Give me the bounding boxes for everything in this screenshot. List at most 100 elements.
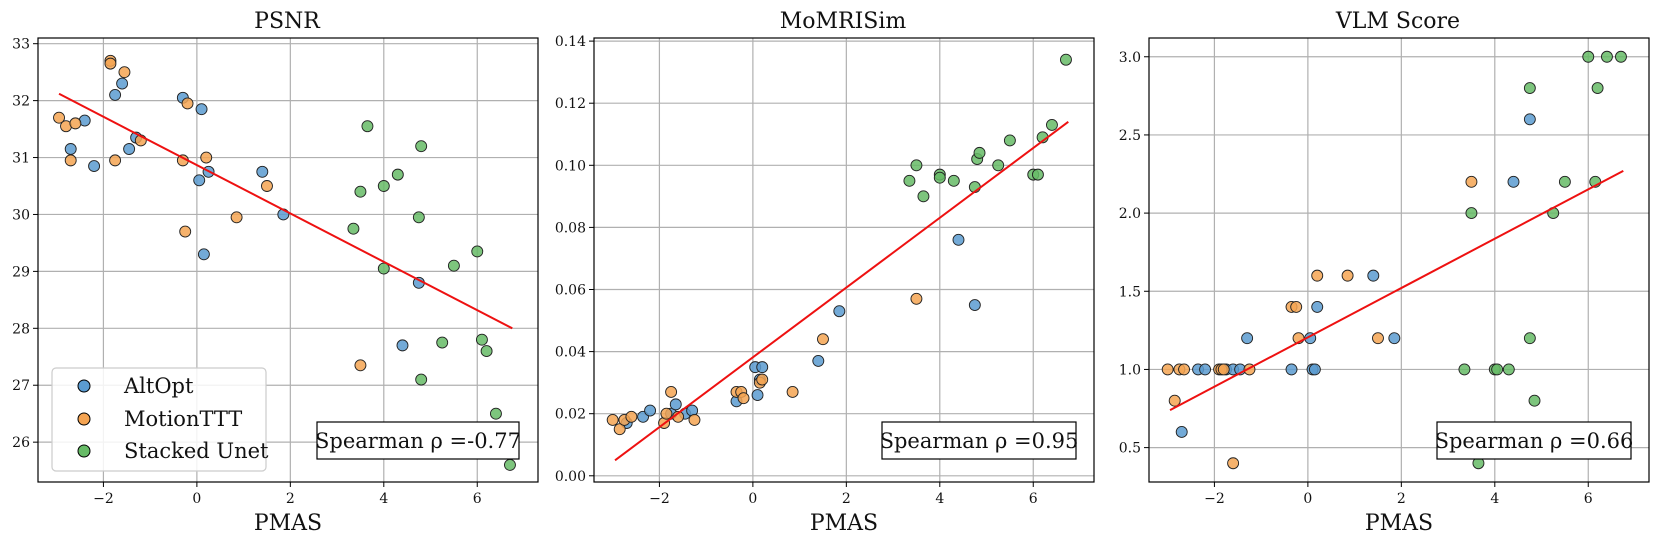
data-point-altopt	[1311, 300, 1324, 313]
data-point-motionttt	[786, 386, 799, 398]
x-tick-label: 6	[473, 491, 482, 507]
data-point-motionttt	[1465, 175, 1478, 188]
x-tick-label: 6	[1029, 491, 1038, 507]
data-point-motionttt	[200, 151, 213, 164]
y-tick-label: 29	[12, 264, 30, 280]
y-tick-label: 0.14	[555, 34, 586, 50]
x-axis-label: PMAS	[810, 511, 878, 536]
data-point-altopt	[669, 398, 682, 411]
x-tick-label: −2	[93, 491, 114, 507]
data-point-motionttt	[354, 359, 367, 372]
data-point-stacked-unet	[391, 168, 404, 181]
spearman-annotation: Spearman ρ =0.95	[880, 429, 1079, 453]
y-tick-label: 28	[12, 321, 30, 337]
data-point-motionttt	[69, 117, 82, 130]
y-tick-label: 0.06	[555, 282, 586, 298]
data-point-altopt	[123, 143, 136, 155]
data-point-altopt	[197, 248, 210, 261]
data-point-stacked-unet	[903, 174, 916, 187]
x-tick-label: 6	[1584, 491, 1593, 507]
data-point-altopt	[812, 354, 825, 367]
data-point-stacked-unet	[475, 333, 488, 346]
y-tick-label: 1.5	[1119, 284, 1141, 300]
legend-label-motionttt: MotionTTT	[124, 407, 242, 431]
y-tick-label: 0.04	[555, 345, 586, 361]
chart-title: VLM Score	[1335, 9, 1460, 34]
data-point-altopt	[256, 165, 269, 178]
trend-line	[58, 92, 513, 330]
data-point-stacked-unet	[917, 190, 930, 203]
scatter-points	[53, 54, 516, 471]
legend-marker-motionttt	[77, 412, 91, 426]
data-point-motionttt	[1161, 363, 1174, 376]
data-point-motionttt	[737, 392, 750, 405]
data-point-altopt	[116, 77, 129, 90]
data-point-altopt	[952, 233, 965, 246]
x-ticks: −2 0 2 4 6	[649, 482, 1038, 507]
x-axis-label: PMAS	[254, 511, 322, 536]
data-point-altopt	[751, 389, 764, 402]
plot-frame	[37, 37, 539, 483]
data-point-stacked-unet	[973, 146, 986, 159]
data-point-altopt	[88, 160, 101, 173]
data-point-altopt	[1241, 332, 1254, 345]
data-point-altopt	[756, 361, 769, 374]
x-tick-label: 2	[1397, 491, 1406, 507]
data-point-motionttt	[665, 386, 678, 398]
legend-marker-stacked-unet	[77, 444, 91, 458]
data-point-stacked-unet	[1465, 207, 1478, 220]
data-point-altopt	[193, 174, 206, 187]
data-point-stacked-unet	[1045, 118, 1058, 131]
data-point-motionttt	[1311, 269, 1324, 282]
data-point-stacked-unet	[415, 140, 428, 153]
data-point-stacked-unet	[1031, 168, 1044, 181]
data-point-altopt	[968, 299, 981, 311]
data-point-motionttt	[1217, 363, 1230, 376]
x-tick-label: 0	[748, 491, 757, 507]
data-point-stacked-unet	[1458, 363, 1471, 376]
x-ticks: −2 0 2 4 6	[1204, 482, 1593, 507]
data-point-altopt	[109, 88, 122, 101]
x-tick-label: 0	[192, 491, 201, 507]
data-point-stacked-unet	[1523, 82, 1536, 94]
plot-frame	[1148, 37, 1650, 483]
data-point-motionttt	[118, 66, 131, 79]
data-point-stacked-unet	[1600, 50, 1613, 63]
y-grid	[1149, 56, 1649, 449]
data-point-stacked-unet	[415, 373, 428, 386]
y-ticks: 0.00 0.02 0.04 0.06 0.08 0.10 0.12 0.14	[555, 34, 594, 485]
data-point-motionttt	[179, 225, 192, 238]
data-point-motionttt	[261, 180, 273, 192]
y-tick-label: 2.5	[1119, 128, 1141, 144]
data-point-stacked-unet	[436, 336, 449, 349]
data-point-altopt	[1175, 426, 1188, 438]
data-point-altopt	[1199, 363, 1212, 376]
y-tick-label: 3.0	[1119, 50, 1141, 66]
y-ticks: 0.5 1.0 1.5 2.0 2.5 3.0	[1119, 50, 1149, 457]
data-point-motionttt	[688, 413, 701, 426]
x-tick-label: −2	[649, 491, 670, 507]
plot-frame	[593, 37, 1095, 483]
data-point-stacked-unet	[1491, 363, 1504, 376]
chart-title: MoMRISim	[780, 9, 907, 34]
y-tick-label: 32	[12, 94, 30, 110]
x-tick-label: 2	[286, 491, 295, 507]
legend-box	[51, 367, 267, 472]
data-point-altopt	[1507, 175, 1520, 188]
data-point-stacked-unet	[412, 211, 425, 224]
data-point-motionttt	[109, 154, 122, 167]
y-tick-label: 0.5	[1119, 441, 1141, 457]
y-tick-label: 1.0	[1119, 362, 1141, 378]
data-point-motionttt	[1227, 457, 1240, 470]
x-tick-label: 2	[842, 491, 851, 507]
data-point-stacked-unet	[489, 407, 502, 420]
data-point-altopt	[1367, 269, 1380, 282]
y-tick-label: 0.12	[555, 96, 586, 112]
data-point-motionttt	[181, 97, 194, 110]
spearman-annotation: Spearman ρ =-0.77	[315, 429, 521, 453]
data-point-motionttt	[1168, 394, 1181, 407]
data-point-altopt	[1308, 363, 1321, 376]
trend-line	[614, 121, 1069, 462]
y-tick-label: 30	[12, 207, 30, 223]
